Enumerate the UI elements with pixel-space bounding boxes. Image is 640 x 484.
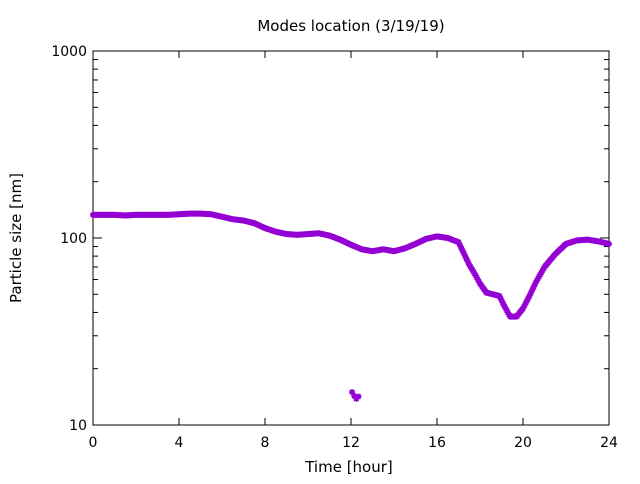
x-tick-label: 16	[428, 435, 446, 451]
x-tick-label: 8	[261, 435, 270, 451]
x-ticks: 0 4 8 12 16 20 24	[89, 51, 618, 451]
x-tick-label: 4	[175, 435, 184, 451]
data-point	[355, 393, 362, 400]
x-axis-label: Time [hour]	[304, 458, 393, 476]
x-tick-label: 20	[514, 435, 532, 451]
y-tick-label: 1000	[51, 44, 87, 60]
data-points	[90, 210, 612, 402]
y-ticks: 10 100 1000	[51, 44, 609, 434]
chart-title: Modes location (3/19/19)	[257, 17, 444, 35]
y-minor-ticks	[93, 59, 609, 370]
x-tick-label: 12	[342, 435, 360, 451]
x-tick-label: 24	[600, 435, 618, 451]
y-axis-label: Particle size [nm]	[7, 173, 25, 303]
plot-frame	[92, 50, 610, 426]
y-tick-label: 100	[60, 231, 87, 247]
y-tick-label: 10	[69, 418, 87, 434]
data-point	[606, 240, 612, 247]
x-tick-label: 0	[89, 435, 98, 451]
